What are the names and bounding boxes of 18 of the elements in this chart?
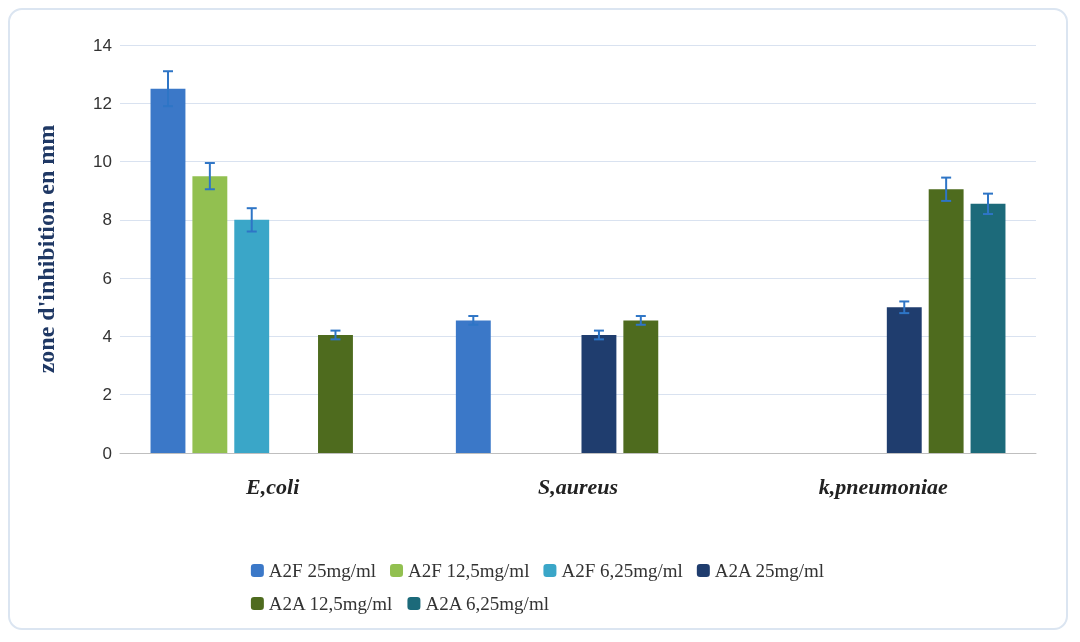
legend-label: A2A 25mg/ml: [714, 560, 825, 581]
legend-label: A2A 12,5mg/ml: [268, 593, 393, 614]
y-tick-label: 0: [102, 443, 112, 463]
legend-label: A2F 25mg/ml: [268, 560, 377, 581]
y-tick-label: 6: [102, 268, 112, 288]
legend-label: A2F 12,5mg/ml: [408, 560, 530, 581]
x-tick-label: k,pneumoniae: [818, 473, 949, 499]
y-tick-label: 12: [93, 93, 112, 113]
y-tick-label: 2: [102, 385, 112, 405]
y-tick-label: 4: [102, 326, 112, 346]
legend-label: A2A 6,25mg/ml: [425, 593, 549, 614]
y-tick-label: 14: [93, 35, 112, 55]
y-tick-label: 8: [102, 210, 112, 230]
x-tick-label: S,aureus: [537, 473, 619, 499]
legend-label: A2F 6,25mg/ml: [561, 560, 683, 581]
y-axis-title: zone d'inhibition en mm: [33, 124, 59, 374]
y-tick-label: 10: [93, 152, 112, 172]
x-tick-label: E,coli: [245, 473, 301, 499]
